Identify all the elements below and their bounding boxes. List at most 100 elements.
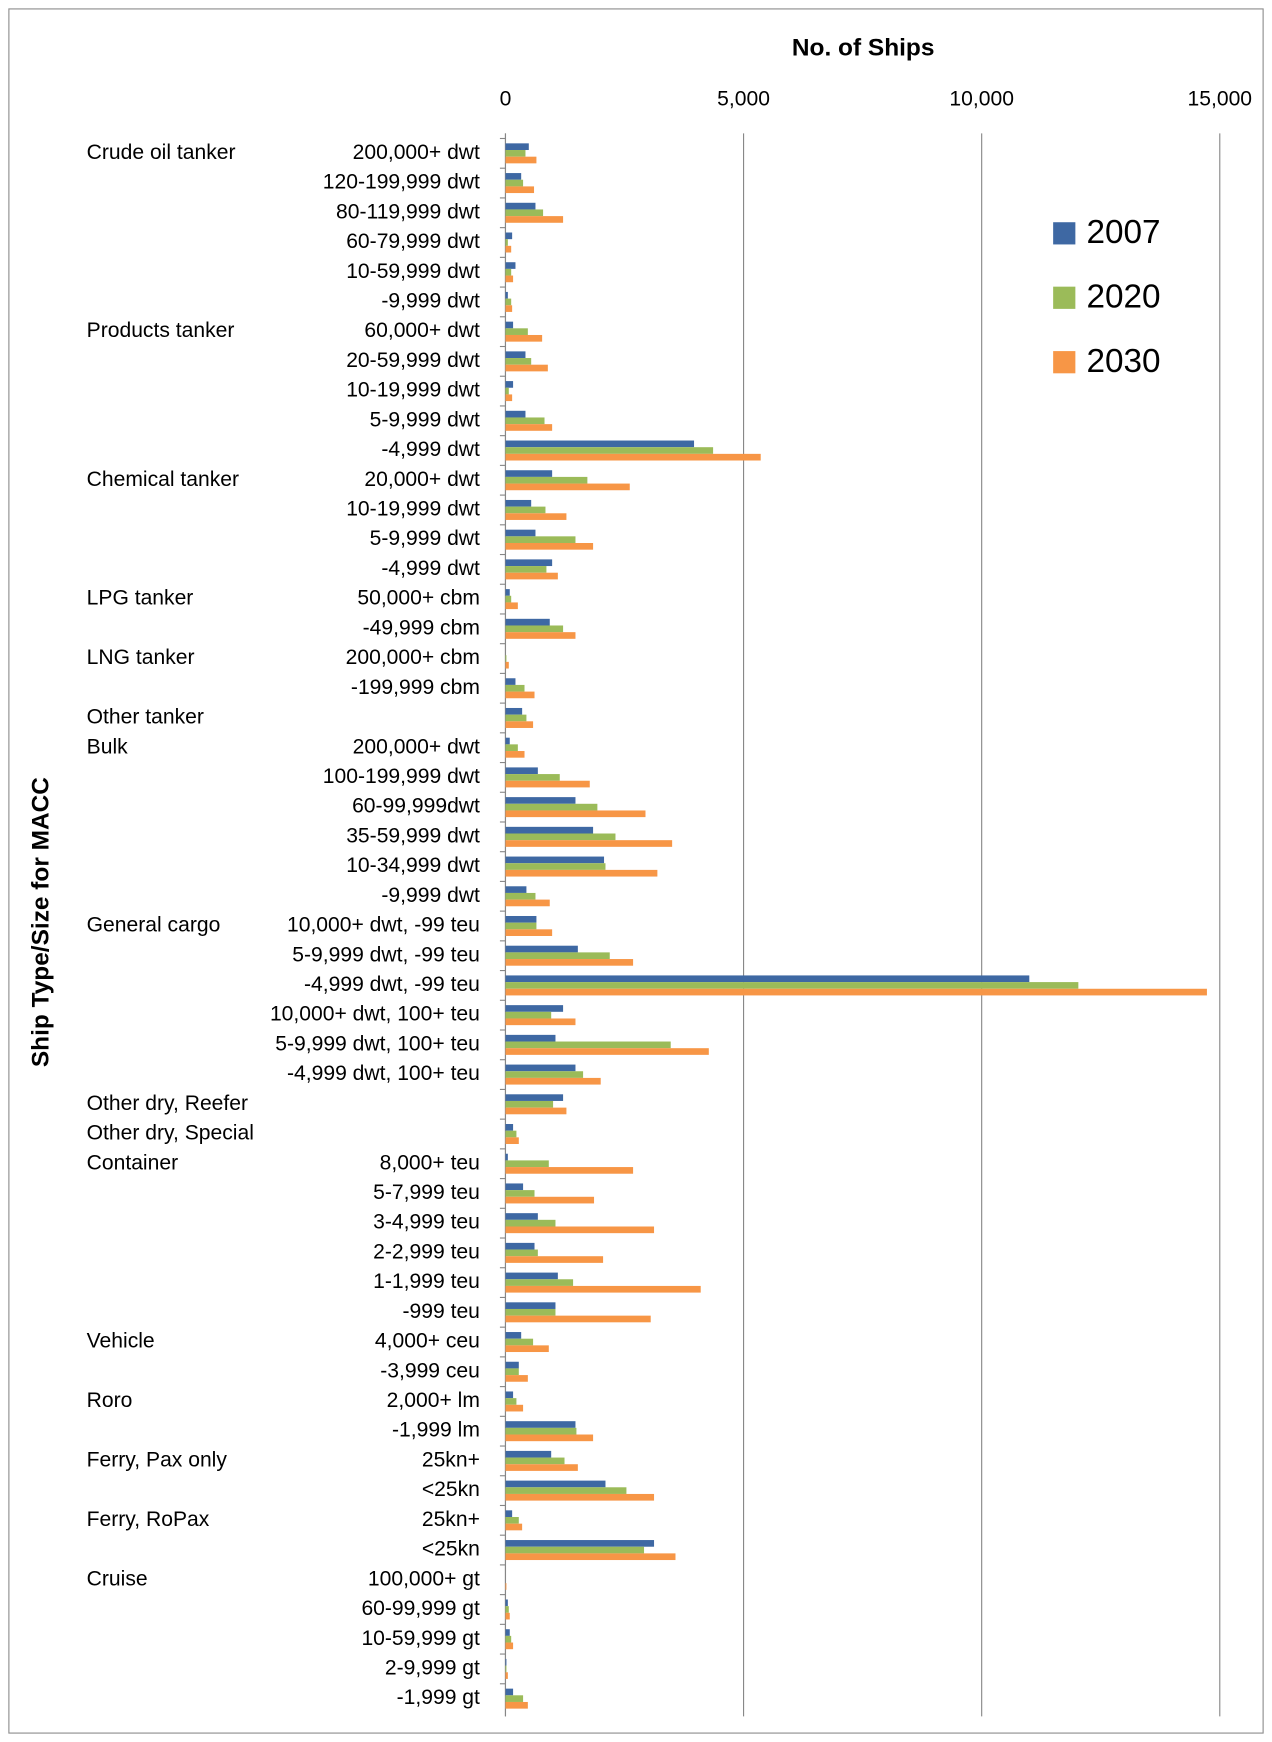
- bar: [505, 774, 560, 781]
- bar: [505, 1523, 523, 1531]
- group-label: Ferry, Pax only: [87, 1448, 228, 1471]
- bar: [505, 298, 512, 306]
- bar: [505, 684, 525, 692]
- bar: [505, 975, 1030, 983]
- category-label: -9,999 dwt: [381, 884, 480, 907]
- bar: [505, 1124, 514, 1131]
- bar: [505, 1071, 584, 1078]
- bar: [505, 797, 576, 804]
- bar: [505, 410, 526, 418]
- bar: [505, 245, 512, 253]
- bar: [505, 1361, 519, 1369]
- bar: [505, 1658, 507, 1666]
- bar: [505, 1048, 709, 1055]
- bar: [505, 661, 509, 669]
- category-label: 100-199,999 dwt: [323, 765, 480, 788]
- category-label: 10-19,999 dwt: [346, 498, 480, 521]
- category-label: -999 teu: [403, 1300, 480, 1323]
- bar: [505, 1167, 634, 1174]
- bar: [505, 453, 761, 461]
- bar: [505, 707, 523, 715]
- group-label: Other dry, Reefer: [87, 1092, 248, 1115]
- legend-label: 2007: [1086, 214, 1160, 251]
- bar: [505, 1064, 576, 1072]
- bar: [505, 678, 516, 685]
- bar: [505, 988, 1207, 996]
- chart-title: No. of Ships: [792, 34, 935, 61]
- bar: [505, 1599, 508, 1607]
- bar: [505, 1434, 594, 1442]
- bar: [505, 1034, 556, 1042]
- bar: [505, 840, 673, 847]
- bar: [505, 863, 606, 870]
- bar: [505, 1242, 535, 1250]
- bar: [505, 513, 567, 520]
- bar: [505, 1345, 549, 1353]
- bar: [505, 447, 714, 454]
- bar: [505, 328, 528, 335]
- bar: [505, 1516, 519, 1524]
- group-label: Vehicle: [87, 1330, 155, 1353]
- category-label: 1-1,999 teu: [373, 1270, 480, 1293]
- group-label: LNG tanker: [87, 646, 195, 669]
- bar: [505, 691, 535, 699]
- bar: [505, 1160, 549, 1168]
- category-label: -4,999 dwt: [381, 438, 480, 461]
- bar: [505, 1183, 524, 1191]
- category-label: 3-4,999 teu: [373, 1211, 480, 1234]
- x-tick-label: 0: [500, 88, 512, 111]
- category-label: 10-59,999 gt: [361, 1627, 480, 1650]
- bar: [505, 767, 538, 775]
- bar: [505, 1606, 509, 1613]
- bar: [505, 1421, 576, 1428]
- bar: [505, 1368, 519, 1376]
- bar: [505, 869, 658, 877]
- x-tick-label: 15,000: [1188, 88, 1253, 111]
- bar: [505, 499, 532, 507]
- bar: [505, 952, 610, 960]
- bar: [505, 1427, 577, 1435]
- bar: [505, 1130, 517, 1138]
- bar: [505, 1493, 655, 1501]
- bar: [505, 744, 518, 752]
- category-label: 60,000+ dwt: [364, 319, 480, 342]
- bar: [505, 262, 516, 269]
- bar: [505, 232, 513, 240]
- bar: [505, 1190, 535, 1197]
- bar: [505, 321, 514, 329]
- category-label: 2-9,999 gt: [385, 1656, 480, 1679]
- bar: [505, 1540, 655, 1547]
- bar: [505, 476, 588, 484]
- bar: [505, 275, 514, 283]
- bar: [505, 209, 544, 217]
- category-label: 20,000+ dwt: [364, 468, 480, 491]
- bar: [505, 1226, 655, 1234]
- bar: [505, 1249, 538, 1257]
- category-label: 5-9,999 dwt, 100+ teu: [275, 1032, 480, 1055]
- category-label: 200,000+ dwt: [353, 141, 480, 164]
- category-label: 4,000+ ceu: [375, 1330, 480, 1353]
- bar: [505, 351, 526, 359]
- bar: [505, 1487, 627, 1494]
- bar: [505, 959, 634, 966]
- category-label: -49,999 cbm: [363, 616, 480, 639]
- bar: [505, 632, 576, 639]
- bar: [505, 1612, 510, 1620]
- category-label: 2-2,999 teu: [373, 1240, 480, 1263]
- bar: [505, 470, 553, 477]
- bar: [505, 268, 512, 276]
- bar: [505, 572, 558, 580]
- bar: [505, 1450, 552, 1458]
- bar: [505, 440, 695, 448]
- bar: [505, 334, 543, 342]
- bar: [505, 1635, 512, 1643]
- bar: [505, 780, 590, 788]
- bar: [505, 536, 576, 544]
- bar: [505, 1308, 556, 1316]
- bar: [505, 1077, 601, 1085]
- category-label: -9,999 dwt: [381, 290, 480, 313]
- bar: [505, 856, 605, 864]
- group-label: LPG tanker: [87, 587, 194, 610]
- bar: [505, 810, 646, 818]
- category-label: -1,999 lm: [392, 1419, 480, 1442]
